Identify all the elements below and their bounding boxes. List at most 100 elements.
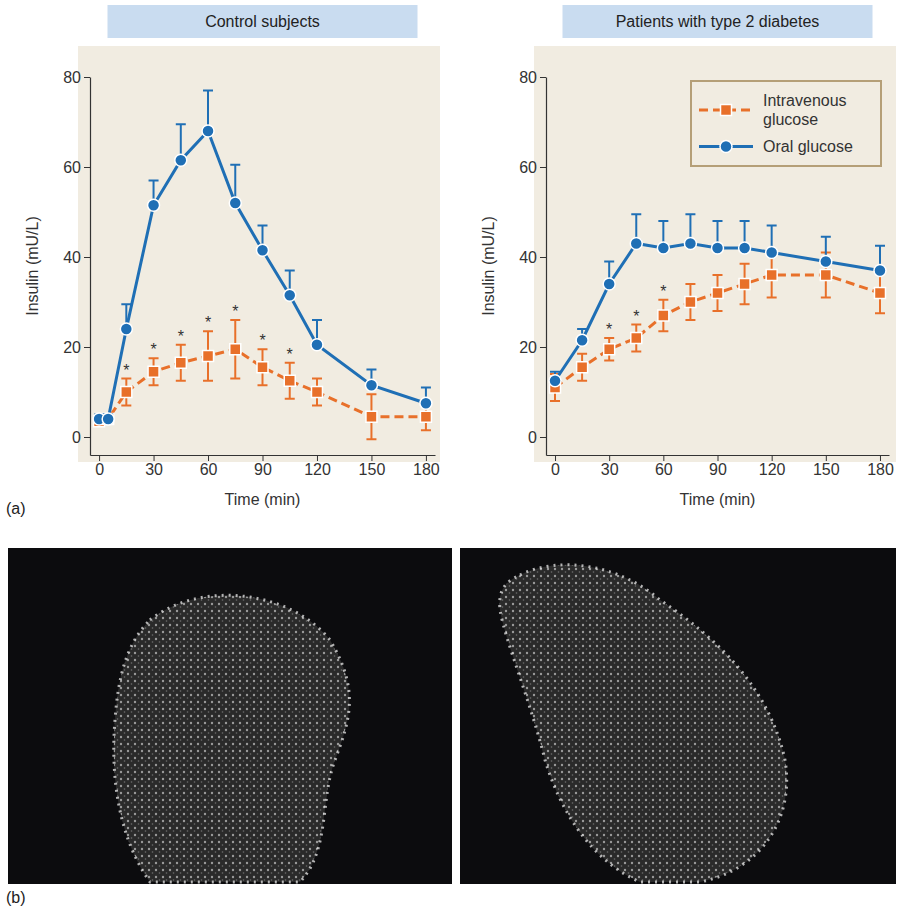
tick-label: 0 [528, 429, 537, 446]
legend-label: Intravenousglucose [763, 92, 847, 128]
significance-mark: * [660, 283, 666, 300]
series-line [99, 349, 426, 421]
tick-label: 150 [359, 461, 386, 478]
tick-label: 30 [601, 461, 619, 478]
x-axis-title: Time (min) [225, 491, 301, 508]
error-bar [713, 275, 723, 311]
tick: 150 [359, 455, 386, 478]
data-point [365, 379, 377, 391]
x-axis: 0306090120150180 [547, 455, 894, 478]
error-bar [604, 338, 614, 361]
data-point [311, 387, 322, 398]
series-line [555, 244, 880, 381]
significance-mark: * [232, 303, 238, 320]
tick-mark [371, 455, 372, 461]
data-point [658, 310, 669, 321]
tick-label: 60 [63, 159, 81, 176]
figure: Control subjects030609012015018002040608… [0, 0, 904, 916]
error-bar [366, 394, 376, 439]
tick-mark [540, 167, 546, 168]
data-point [120, 323, 132, 335]
tick: 60 [519, 159, 546, 176]
tick: 150 [813, 455, 840, 478]
tick-label: 0 [551, 461, 560, 478]
significance-mark: * [123, 362, 129, 379]
data-point [257, 244, 269, 256]
tick-mark [540, 257, 546, 258]
tick: 0 [528, 429, 546, 446]
tick-label: 20 [63, 339, 81, 356]
tick-label: 90 [254, 461, 272, 478]
tick: 80 [63, 69, 90, 86]
marks [93, 91, 432, 440]
data-point [284, 289, 296, 301]
legend-entry: Oral glucose [699, 138, 853, 155]
error-bar [631, 325, 641, 352]
tick-label: 40 [519, 249, 537, 266]
data-point [230, 344, 241, 355]
data-point [202, 125, 214, 137]
tick-label: 30 [145, 461, 163, 478]
significance-mark: * [205, 314, 211, 331]
annotations: ******* [123, 303, 293, 379]
title-box [563, 5, 873, 38]
marks [549, 214, 886, 401]
panel-label: (b) [6, 889, 26, 906]
tick: 40 [63, 249, 90, 266]
data-point [766, 247, 778, 259]
legend-marker [720, 141, 732, 153]
tick: 180 [867, 455, 894, 478]
tick-mark [880, 455, 881, 461]
data-point [148, 366, 159, 377]
tick-label: 120 [759, 461, 786, 478]
tick: 0 [551, 455, 560, 478]
data-point [603, 278, 615, 290]
significance-mark: * [606, 321, 612, 338]
tick-mark [263, 455, 264, 461]
error-bar [149, 358, 159, 385]
significance-mark: * [287, 346, 293, 363]
data-point [257, 362, 268, 373]
panel-label: (a) [6, 500, 26, 517]
tick: 90 [709, 455, 727, 478]
error-bar [176, 345, 186, 381]
data-point [229, 197, 241, 209]
data-point [685, 297, 696, 308]
tick-label: 90 [709, 461, 727, 478]
error-bar [312, 379, 322, 406]
tick-mark [540, 437, 546, 438]
tick-mark [99, 455, 100, 461]
tick-label: 150 [813, 461, 840, 478]
chart-panel: Control subjects030609012015018002040608… [24, 5, 440, 508]
data-point [874, 265, 886, 277]
data-point [739, 242, 751, 254]
data-point [576, 334, 588, 346]
data-point [631, 333, 642, 344]
data-point [549, 375, 561, 387]
tick: 30 [601, 455, 619, 478]
y-axis-title: Insulin (mU/L) [480, 216, 497, 316]
data-point [420, 397, 432, 409]
title-box [108, 5, 418, 38]
significance-mark: * [150, 341, 156, 358]
tick-label: 80 [63, 69, 81, 86]
tick-mark [555, 455, 556, 461]
tick-mark [84, 257, 90, 258]
tick-label: 60 [200, 461, 218, 478]
tick: 60 [200, 455, 218, 478]
legend: Intravenousglucose Oral glucose [691, 81, 881, 166]
tick-mark [663, 455, 664, 461]
significance-mark: * [178, 328, 184, 345]
tick-label: 60 [519, 159, 537, 176]
legend-marker [721, 105, 732, 116]
y-axis: 020406080 [63, 69, 90, 456]
axis-line [90, 78, 91, 456]
annotations: *** [606, 283, 666, 338]
x-axis: 0306090120150180 [91, 455, 440, 478]
error-bar [577, 354, 587, 381]
data-point [604, 344, 615, 355]
data-point [630, 238, 642, 250]
tick-label: 80 [519, 69, 537, 86]
tick-mark [609, 455, 610, 461]
error-bar [875, 273, 885, 314]
